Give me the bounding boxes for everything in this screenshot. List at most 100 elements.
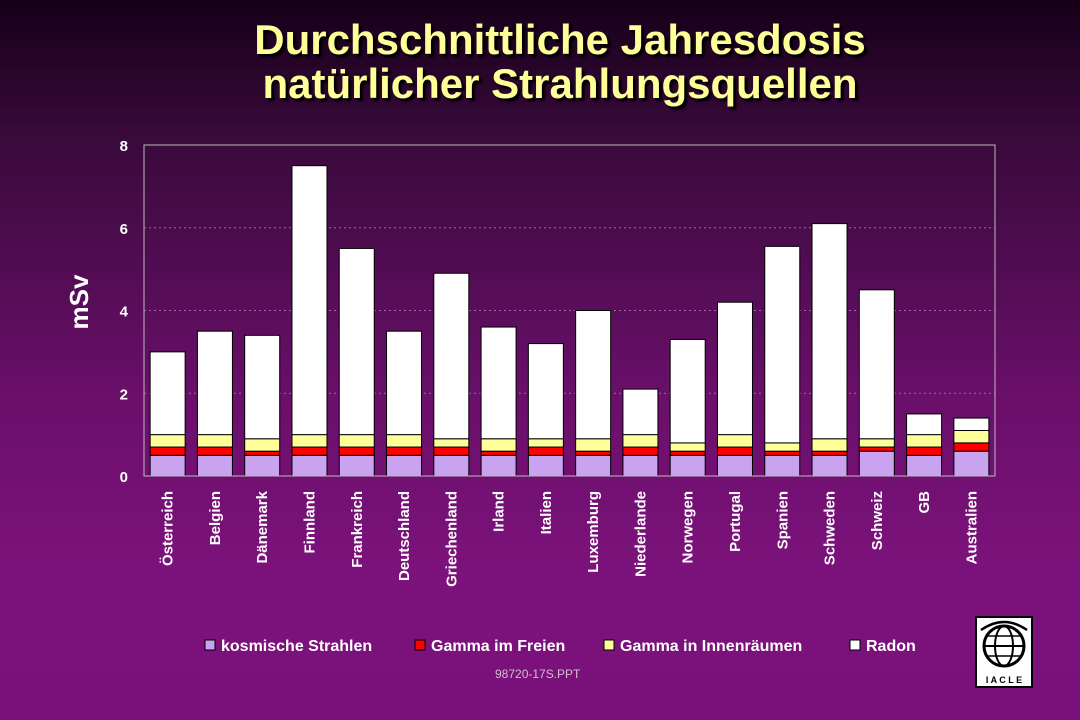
legend-label: Gamma im Freien [431, 638, 565, 655]
bar-segment [291, 434, 328, 448]
bar-segment [291, 446, 328, 456]
title-line-1: Durchschnittliche Jahresdosis [254, 16, 866, 63]
bar-segment [196, 330, 233, 436]
bar-segment [953, 442, 990, 452]
x-tick-label: Belgien [207, 491, 224, 545]
legend-swatch [849, 639, 861, 651]
bar-segment [480, 454, 517, 477]
y-axis-label: mSv [64, 274, 94, 329]
bar-segment [669, 442, 706, 452]
y-tick-label: 6 [120, 221, 128, 238]
y-tick-label: 8 [120, 138, 128, 155]
y-tick-label: 4 [120, 304, 129, 321]
bar-segment [338, 446, 375, 456]
x-tick-label: Schweden [822, 491, 839, 565]
x-tick-label: Luxemburg [585, 491, 602, 573]
legend-swatch [603, 639, 615, 651]
bar-segment [575, 438, 612, 452]
bar-segment [527, 438, 564, 448]
bar-segment [858, 289, 895, 440]
bars [149, 165, 990, 477]
iacle-logo: I A C L E [975, 616, 1033, 688]
y-axis-ticks: 0 2 4 6 8 [120, 138, 129, 486]
x-tick-label: Spanien [774, 491, 791, 549]
bar-segment [716, 301, 753, 436]
legend-swatch [204, 639, 216, 651]
bar-segment [244, 450, 281, 456]
bar-segment [953, 429, 990, 444]
bar-segment [669, 454, 706, 477]
bar-segment [433, 454, 470, 477]
bar-segment [527, 454, 564, 477]
bar-segment [764, 450, 801, 456]
x-tick-label: Irland [491, 491, 508, 532]
x-tick-label: Deutschland [396, 491, 413, 581]
bar-segment [291, 165, 328, 436]
bar-segment [338, 247, 375, 436]
bar-segment [480, 450, 517, 456]
legend: kosmische Strahlen Gamma im Freien Gamma i… [204, 638, 916, 655]
bar-segment [386, 454, 423, 477]
legend-label: kosmische Strahlen [221, 638, 372, 655]
plot-frame [143, 144, 996, 477]
legend-label: Radon [866, 638, 916, 655]
bar-segment [716, 434, 753, 448]
bar-segment [386, 330, 423, 436]
y-tick-label: 2 [120, 386, 128, 403]
x-axis-labels: Österreich Belgien Dänemark Finnland Frankre… [160, 490, 981, 587]
bar-segment [196, 446, 233, 456]
x-tick-label: Dänemark [254, 490, 271, 563]
bar-segment [575, 454, 612, 477]
bar-segment [858, 446, 895, 452]
bar-segment [527, 343, 564, 440]
bar-segment [953, 417, 990, 431]
legend-swatch [414, 639, 426, 651]
title-line-2: natürlicher Strahlungsquellen [262, 60, 858, 107]
bar-segment [622, 434, 659, 448]
bar-segment [953, 450, 990, 477]
bar-segment [291, 454, 328, 477]
bar-segment [716, 454, 753, 477]
bar-segment [764, 454, 801, 477]
grid-lines [144, 227, 995, 394]
bar-segment [386, 434, 423, 448]
bar-segment [906, 454, 943, 477]
bar-segment [906, 434, 943, 448]
file-name-footer: 98720-17S.PPT [495, 667, 581, 681]
bar-segment [811, 450, 848, 456]
x-tick-label: Norwegen [680, 491, 697, 564]
bar-segment [527, 446, 564, 456]
x-tick-label: Frankreich [349, 491, 366, 568]
bar-segment [149, 454, 186, 477]
bar-segment [669, 338, 706, 444]
x-tick-label: GB [916, 491, 933, 514]
bar-segment [669, 450, 706, 456]
bar-segment [244, 454, 281, 477]
legend-label: Gamma in Innenräumen [620, 638, 802, 655]
bar-segment [622, 388, 659, 436]
bar-segment [811, 454, 848, 477]
bar-segment [906, 413, 943, 436]
bar-segment [858, 438, 895, 448]
bar-segment [764, 245, 801, 444]
bar-segment [149, 446, 186, 456]
x-tick-label: Niederlande [632, 491, 649, 577]
bar-segment [575, 450, 612, 456]
bar-segment [716, 446, 753, 456]
bar-segment [906, 446, 943, 456]
bar-segment [149, 434, 186, 448]
bar-segment [480, 326, 517, 440]
bar-segment [622, 446, 659, 456]
svg-text:I A C L E: I A C L E [986, 675, 1022, 685]
bar-segment [811, 223, 848, 440]
bar-segment [386, 446, 423, 456]
bar-segment [480, 438, 517, 452]
bar-segment [338, 454, 375, 477]
bar-segment [196, 454, 233, 477]
x-tick-label: Italien [538, 491, 555, 534]
x-tick-label: Griechenland [443, 491, 460, 587]
x-tick-label: Österreich [160, 491, 177, 566]
bar-segment [858, 450, 895, 477]
bar-segment [433, 438, 470, 448]
